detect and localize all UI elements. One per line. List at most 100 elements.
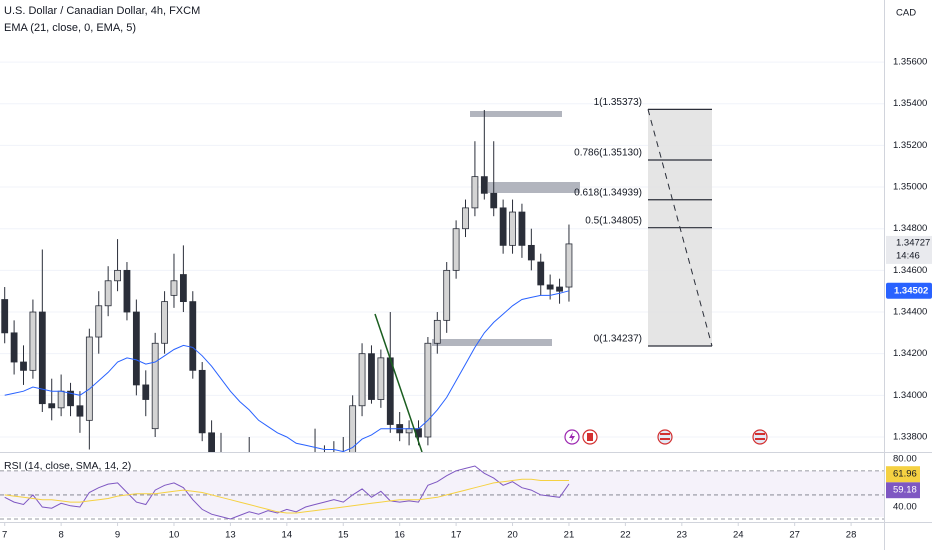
indicator-label: EMA (21, close, 0, EMA, 5) xyxy=(4,22,136,34)
candle-body xyxy=(509,211,516,246)
event-icon xyxy=(660,438,670,440)
event-icon xyxy=(660,433,670,435)
candle-body xyxy=(29,311,37,371)
ema-price-box xyxy=(886,282,932,299)
chart-title: U.S. Dollar / Canadian Dollar, 4h, FXCM xyxy=(4,5,200,17)
rsi-line xyxy=(4,465,570,520)
candle-body xyxy=(189,301,197,371)
x-tick-label: 22 xyxy=(620,530,631,541)
candle-body xyxy=(499,207,507,246)
y-tick-label: 1.34800 xyxy=(893,223,927,234)
candle-body xyxy=(490,192,498,209)
candle-body xyxy=(85,336,93,421)
x-tick-label: 27 xyxy=(789,530,800,541)
candle-body xyxy=(424,342,432,438)
candle-body xyxy=(76,405,84,417)
y-tick-label: 1.34000 xyxy=(893,390,927,401)
candle-body xyxy=(527,244,535,261)
event-icon xyxy=(755,438,765,440)
fib-diagonal xyxy=(647,109,713,347)
x-tick-label: 14 xyxy=(282,530,293,541)
x-tick-label: 17 xyxy=(451,530,462,541)
candle-body xyxy=(386,357,394,425)
x-tick-label: 15 xyxy=(338,530,349,541)
zone xyxy=(470,111,562,117)
rsi-tick-label: 80.00 xyxy=(893,453,917,464)
candle-body xyxy=(57,390,65,409)
candle-body xyxy=(349,405,357,452)
event-icon xyxy=(755,433,765,435)
fib-tool: 1(1.35373) 0.786(1.35130) 0.618(1.34939) 0.… xyxy=(574,97,713,347)
candle-body xyxy=(48,403,56,409)
x-tick-label: 7 xyxy=(2,530,7,541)
x-tick-label: 13 xyxy=(225,530,236,541)
zone xyxy=(432,339,552,346)
y-tick-label: 1.34200 xyxy=(893,348,927,359)
candle-body xyxy=(462,207,469,230)
candle-body xyxy=(104,280,112,307)
fib-label: 1(1.35373) xyxy=(594,97,642,108)
trend-line xyxy=(374,313,423,453)
rsi-value-label: 61.96 xyxy=(893,469,917,480)
candle-body xyxy=(10,332,18,363)
rsi-value-box xyxy=(886,482,920,499)
price-pane xyxy=(1,109,573,452)
candle-body xyxy=(179,274,187,303)
candle-body xyxy=(452,228,460,271)
candle-body xyxy=(546,284,554,290)
candle-body xyxy=(443,269,451,321)
y-tick-label: 1.35000 xyxy=(893,182,927,193)
currency-label: CAD xyxy=(896,8,916,19)
candle-body xyxy=(556,286,563,292)
x-tick-label: 23 xyxy=(677,530,688,541)
rsi-value-label: 59.18 xyxy=(893,485,917,496)
candle-body xyxy=(368,353,375,400)
rsi-line xyxy=(4,478,569,514)
x-tick-label: 24 xyxy=(733,530,744,541)
event-icon xyxy=(657,429,673,445)
candle-body xyxy=(471,176,479,209)
x-tick-label: 28 xyxy=(846,530,857,541)
x-tick-label: 9 xyxy=(115,530,120,541)
event-icon xyxy=(587,433,593,441)
candle-body xyxy=(198,369,206,434)
rsi-tick-label: 40.00 xyxy=(893,501,917,512)
x-tick-label: 16 xyxy=(394,530,405,541)
y-tick-label: 1.33800 xyxy=(893,432,927,443)
event-icon xyxy=(569,432,575,442)
y-tick-label: 1.35200 xyxy=(893,140,927,151)
y-tick-label: 1.34600 xyxy=(893,265,927,276)
candle-body xyxy=(132,311,140,386)
ema-line xyxy=(4,290,570,452)
fib-label: 0.786(1.35130) xyxy=(574,148,642,159)
y-tick-label: 1.34400 xyxy=(893,307,927,318)
candle-body xyxy=(565,243,573,288)
last-price-box xyxy=(886,235,932,264)
candle-body xyxy=(151,342,159,430)
candle-body xyxy=(114,269,121,282)
fib-label: 0.618(1.34939) xyxy=(574,187,642,198)
ema-price-label: 1.34502 xyxy=(894,285,928,296)
candle-body xyxy=(38,311,46,405)
candle-body xyxy=(537,261,545,286)
candle-body xyxy=(377,357,385,400)
candle-body xyxy=(1,299,9,334)
countdown-label: 14:46 xyxy=(896,250,920,261)
y-tick-label: 1.35600 xyxy=(893,57,927,68)
candle-body xyxy=(518,211,526,246)
candle-body xyxy=(20,361,27,371)
candle-body xyxy=(480,176,488,194)
event-icon xyxy=(752,429,768,445)
x-tick-label: 8 xyxy=(58,530,63,541)
grid-layer xyxy=(0,61,884,438)
fib-label: 0(1.34237) xyxy=(594,334,642,345)
fib-label: 0.5(1.34805) xyxy=(585,215,642,226)
candle-body xyxy=(358,353,366,407)
candle-body xyxy=(208,432,215,452)
candle-body xyxy=(67,390,74,407)
zone xyxy=(488,182,580,193)
candle-body xyxy=(405,428,413,434)
x-tick-label: 20 xyxy=(507,530,518,541)
